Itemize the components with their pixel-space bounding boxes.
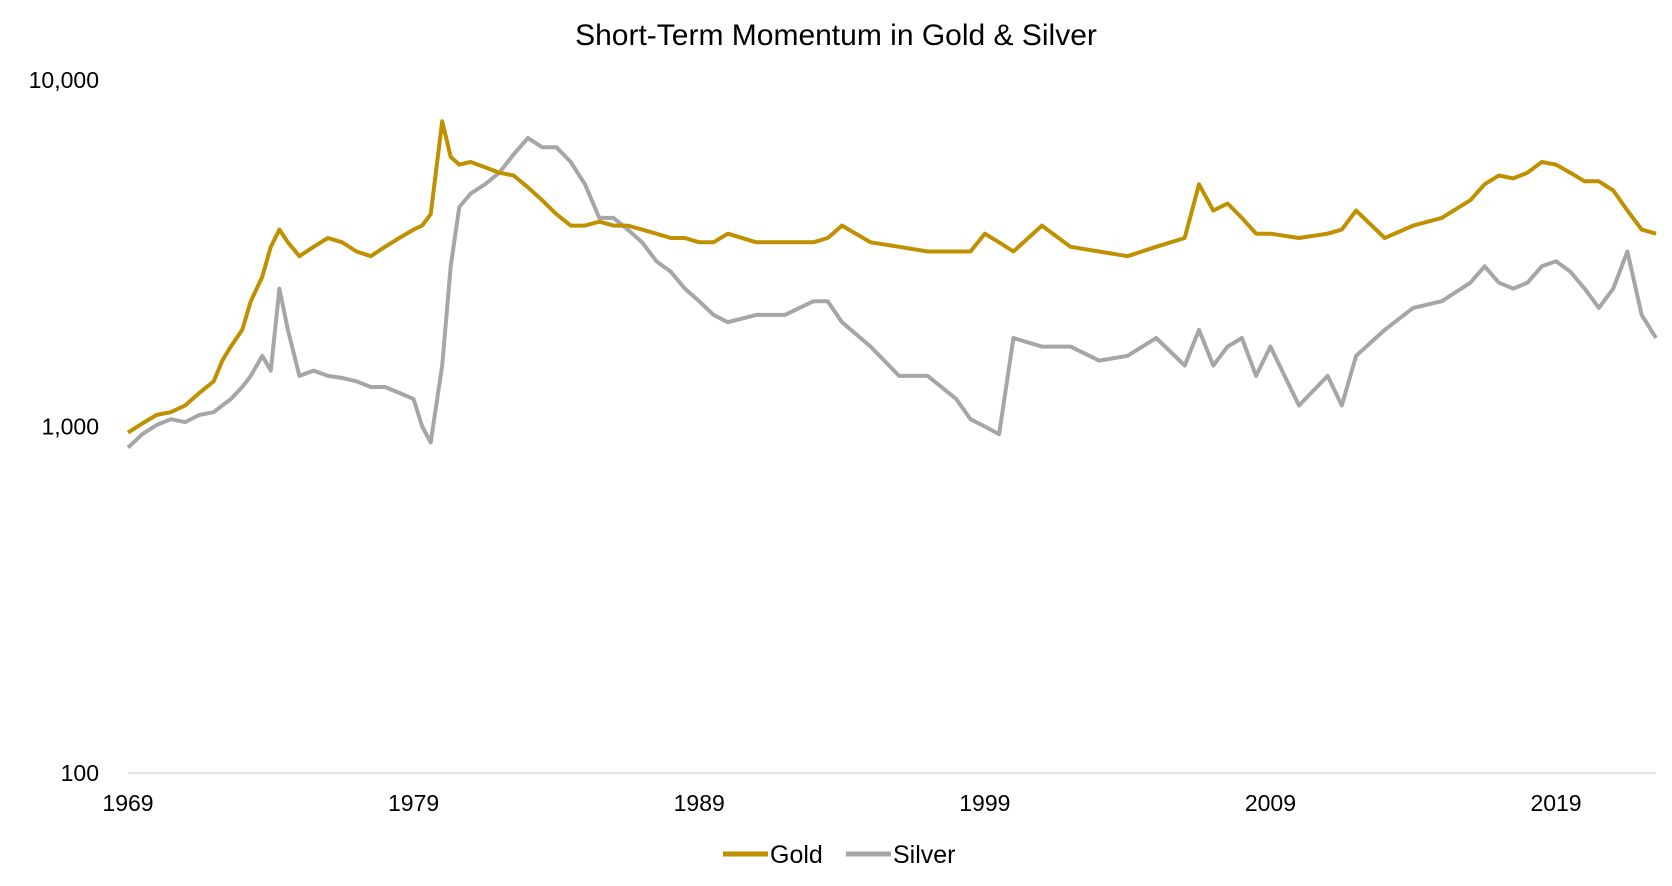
x-tick-label: 2019 xyxy=(1530,790,1581,816)
series-line-silver xyxy=(126,136,1658,449)
y-tick-label: 100 xyxy=(61,760,99,786)
legend: Gold Silver xyxy=(723,841,956,869)
x-axis: 1969 1979 1989 1999 2009 2019 xyxy=(102,790,1581,816)
plot-area xyxy=(126,119,1658,449)
x-tick-label: 1969 xyxy=(102,790,153,816)
legend-silver-label: Silver xyxy=(893,841,956,869)
y-tick-label: 1,000 xyxy=(41,414,99,440)
legend-gold-label: Gold xyxy=(770,841,823,869)
y-tick-label: 10,000 xyxy=(29,67,99,93)
x-tick-label: 1989 xyxy=(674,790,725,816)
series-line-gold xyxy=(126,119,1657,435)
chart-title: Short-Term Momentum in Gold & Silver xyxy=(575,19,1097,52)
y-axis: 100 1,000 10,000 xyxy=(29,67,99,786)
x-tick-label: 2009 xyxy=(1245,790,1296,816)
x-tick-label: 1979 xyxy=(388,790,439,816)
x-tick-label: 1999 xyxy=(959,790,1010,816)
